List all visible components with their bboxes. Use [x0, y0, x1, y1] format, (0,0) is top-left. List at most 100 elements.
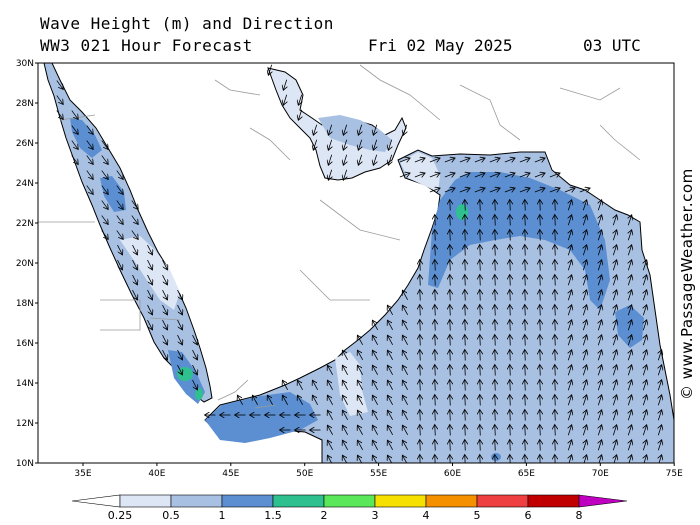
wave-arrow [598, 305, 601, 316]
wave-arrow [372, 410, 378, 421]
wave-arrow [510, 335, 511, 346]
wave-arrow [132, 244, 138, 255]
wave-arrow [555, 260, 556, 271]
wave-arrow [357, 440, 363, 451]
wave-arrow [540, 260, 541, 271]
wave-arrow [613, 410, 616, 421]
wave-arrow [474, 158, 485, 162]
wave-arrow [357, 365, 363, 376]
wave-arrow [420, 290, 421, 301]
map-axes: 30N 28N 26N 24N 22N 20N 18N 16N 14N 12N 10N 35E 40E 4… [16, 59, 683, 479]
legend-swatch [170, 494, 223, 508]
lat-label: 16N [16, 339, 34, 349]
wave-arrow [465, 335, 466, 346]
wave-arrow [555, 230, 556, 241]
wave-arrow [504, 188, 515, 192]
wave-arrow [598, 440, 601, 451]
wave-arrow [177, 364, 183, 375]
wave-arrow [495, 275, 496, 286]
wave-arrow [86, 185, 93, 195]
wave-arrow [658, 440, 661, 451]
wave-arrow [450, 305, 451, 316]
wave-arrow [598, 290, 601, 301]
wave-arrow [495, 350, 496, 361]
wave-arrow [658, 395, 661, 406]
wave-arrow [420, 425, 421, 436]
wave-arrow [525, 245, 526, 256]
wave-arrow [283, 79, 286, 90]
wave-arrow [372, 455, 377, 463]
wave-arrow [435, 380, 436, 391]
lat-label: 18N [16, 299, 34, 309]
wave-arrow [658, 410, 661, 421]
wave-arrow [613, 290, 616, 301]
wave-arrow [402, 350, 408, 361]
red-sea-swell-mid [100, 176, 126, 212]
wave-arrow [328, 124, 331, 135]
wave-arrow [282, 395, 288, 406]
wave-arrow [56, 80, 63, 90]
wave-arrow [387, 425, 393, 436]
wave-arrow [435, 290, 436, 301]
wave-arrow [540, 395, 541, 406]
wave-arrow [540, 305, 541, 316]
wave-arrow [510, 320, 511, 331]
wave-arrow [555, 215, 556, 226]
wave-arrow [342, 395, 348, 406]
wave-arrow [525, 395, 526, 406]
wave-arrow [388, 154, 391, 165]
wave-arrow [510, 440, 511, 451]
wave-arrow [480, 440, 481, 451]
wave-arrow [643, 410, 646, 421]
wave-arrow [658, 380, 661, 391]
wave-arrow [387, 335, 393, 346]
wave-arrow [373, 154, 376, 165]
wave-arrow [268, 64, 271, 75]
wave-arrow [525, 320, 526, 331]
wave-arrow [613, 425, 616, 436]
wave-arrow [643, 290, 646, 301]
wave-arrow [555, 290, 556, 301]
wave-arrow [480, 290, 481, 301]
wave-arrow [540, 275, 541, 286]
legend-swatch [476, 494, 529, 508]
wave-arrow [435, 230, 436, 241]
wave-arrow [357, 335, 363, 346]
wave-arrow [628, 425, 631, 436]
wave-arrow [555, 275, 556, 286]
wave-arrow [343, 139, 346, 150]
wave-arrow [568, 410, 571, 421]
wave-arrow [420, 275, 421, 286]
wave-arrow [343, 154, 346, 165]
legend-swatch [221, 494, 274, 508]
wave-arrow [583, 215, 586, 226]
wave-arrow [540, 245, 541, 256]
wave-arrow [525, 260, 526, 271]
wave-arrow [643, 305, 646, 316]
wave-arrow [429, 158, 440, 162]
wave-arrow [420, 440, 421, 451]
wave-arrow [56, 110, 63, 120]
wave-arrow [568, 440, 571, 451]
wave-arrow [480, 395, 481, 406]
wave-arrow [598, 365, 601, 376]
wave-arrow [583, 200, 586, 211]
wave-arrow [71, 140, 78, 150]
wave-arrow [613, 320, 616, 331]
wave-arrow [192, 334, 198, 345]
wave-arrow [504, 173, 515, 177]
wave-arrow [643, 320, 646, 331]
wave-arrow [613, 380, 616, 391]
wave-arrow [628, 395, 631, 406]
wave-arrow [583, 320, 586, 331]
wave-arrow [101, 185, 108, 195]
wave-arrow [583, 335, 586, 346]
wave-arrow [510, 230, 511, 241]
wave-arrow [402, 365, 408, 376]
wave-arrow [403, 124, 406, 135]
wave-arrow [313, 124, 316, 135]
wave-arrow [643, 260, 646, 271]
wave-arrow [525, 350, 526, 361]
wave-arrow [420, 335, 421, 346]
wave-arrow [86, 125, 93, 135]
